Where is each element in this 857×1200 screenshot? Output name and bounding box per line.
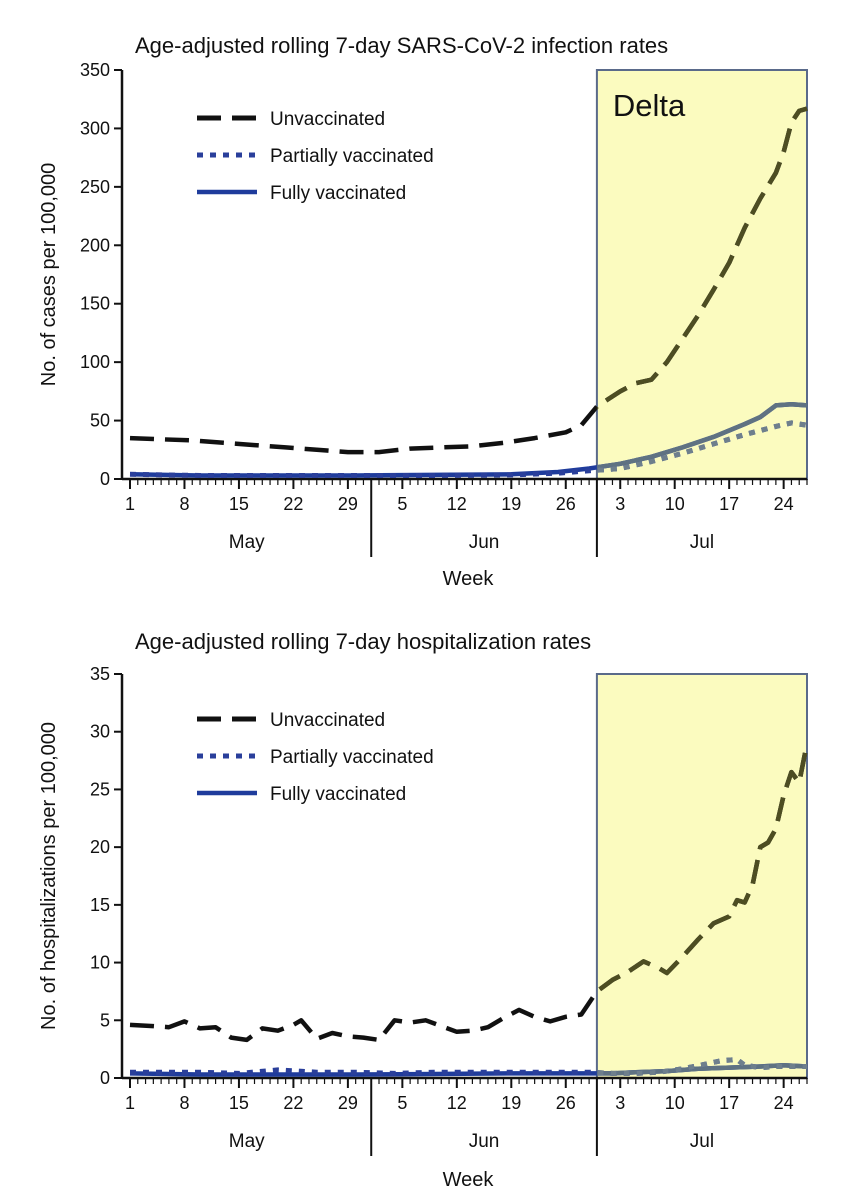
x-tick-label: 26 <box>556 494 576 514</box>
series-line-unvaccinated-delta-period <box>596 742 810 996</box>
x-tick-label: 22 <box>283 1093 303 1113</box>
x-tick-label: 24 <box>774 494 794 514</box>
x-tick-label: 12 <box>447 494 467 514</box>
month-label: May <box>229 1131 265 1152</box>
x-tick-label: 15 <box>229 1093 249 1113</box>
highlight-region <box>595 69 808 480</box>
x-tick-label: 15 <box>229 494 249 514</box>
y-tick-label: 5 <box>100 1010 110 1030</box>
y-tick-label: 350 <box>80 60 110 80</box>
x-tick-label: 5 <box>397 1093 407 1113</box>
x-axis-title: Week <box>443 568 495 590</box>
series-line-partially-vaccinated <box>129 420 808 478</box>
legend-label: Fully vaccinated <box>270 183 406 204</box>
y-tick-label: 0 <box>100 1068 110 1088</box>
highlight-region <box>595 673 808 1079</box>
chart-title: Age-adjusted rolling 7-day hospitalizati… <box>135 629 592 654</box>
x-tick-label: 8 <box>179 1093 189 1113</box>
x-tick-label: 19 <box>501 494 521 514</box>
x-tick-label: 26 <box>556 1093 576 1113</box>
month-label: Jul <box>690 532 714 553</box>
x-tick-label: 1 <box>125 1093 135 1113</box>
x-tick-label: 8 <box>179 494 189 514</box>
month-label: Jun <box>469 1131 500 1152</box>
x-tick-label: 12 <box>447 1093 467 1113</box>
legend-label: Fully vaccinated <box>270 784 406 805</box>
x-tick-label: 10 <box>665 1093 685 1113</box>
legend-label: Partially vaccinated <box>270 747 434 768</box>
y-tick-label: 20 <box>90 837 110 857</box>
y-tick-label: 250 <box>80 177 110 197</box>
x-tick-label: 17 <box>719 494 739 514</box>
x-axis-title: Week <box>443 1169 495 1191</box>
x-tick-label: 3 <box>615 1093 625 1113</box>
legend-label: Unvaccinated <box>270 109 385 130</box>
infection-rate-chart: Delta 0 50 100 150 200 250 300 350 1 8 15 22 29 5 12 19 2… <box>38 60 808 590</box>
legend-label: Partially vaccinated <box>270 146 434 167</box>
chart-title: Age-adjusted rolling 7-day SARS-CoV-2 in… <box>135 33 669 58</box>
x-tick-label: 19 <box>501 1093 521 1113</box>
y-axis-title: No. of cases per 100,000 <box>38 163 60 386</box>
y-tick-label: 300 <box>80 118 110 138</box>
y-tick-label: 0 <box>100 469 110 489</box>
y-tick-label: 100 <box>80 352 110 372</box>
series-line-unvaccinated-delta-period <box>596 106 808 411</box>
x-tick-label: 1 <box>125 494 135 514</box>
hospitalization-rate-chart-panel: Age-adjusted rolling 7-day hospitalizati… <box>0 600 857 1200</box>
month-label: May <box>229 532 265 553</box>
y-tick-label: 25 <box>90 779 110 799</box>
y-axis-title: No. of hospitalizations per 100,000 <box>38 722 60 1030</box>
x-tick-label: 29 <box>338 494 358 514</box>
y-tick-label: 150 <box>80 294 110 314</box>
infection-rate-chart-panel: Age-adjusted rolling 7-day SARS-CoV-2 in… <box>38 33 808 590</box>
series-line-fully-vaccinated-delta-period <box>596 401 808 470</box>
y-tick-label: 15 <box>90 895 110 915</box>
x-tick-label: 10 <box>665 494 685 514</box>
x-tick-label: 29 <box>338 1093 358 1113</box>
x-tick-label: 22 <box>283 494 303 514</box>
month-label: Jun <box>469 532 500 553</box>
x-tick-label: 17 <box>719 1093 739 1113</box>
y-tick-label: 30 <box>90 722 110 742</box>
month-label: Jul <box>690 1131 714 1152</box>
legend-label: Unvaccinated <box>270 710 385 731</box>
x-tick-label: 5 <box>397 494 407 514</box>
hospitalization-rate-chart: 0 5 10 15 20 25 30 35 1 8 15 22 29 5 12 19 26 3 10 17 24 May J… <box>38 664 810 1191</box>
y-tick-label: 35 <box>90 664 110 684</box>
y-tick-label: 200 <box>80 235 110 255</box>
x-tick-label: 3 <box>615 494 625 514</box>
y-tick-label: 50 <box>90 411 110 431</box>
region-label: Delta <box>613 88 686 123</box>
x-tick-label: 24 <box>774 1093 794 1113</box>
y-tick-label: 10 <box>90 953 110 973</box>
series-line-partially-vaccinated <box>130 1057 807 1076</box>
